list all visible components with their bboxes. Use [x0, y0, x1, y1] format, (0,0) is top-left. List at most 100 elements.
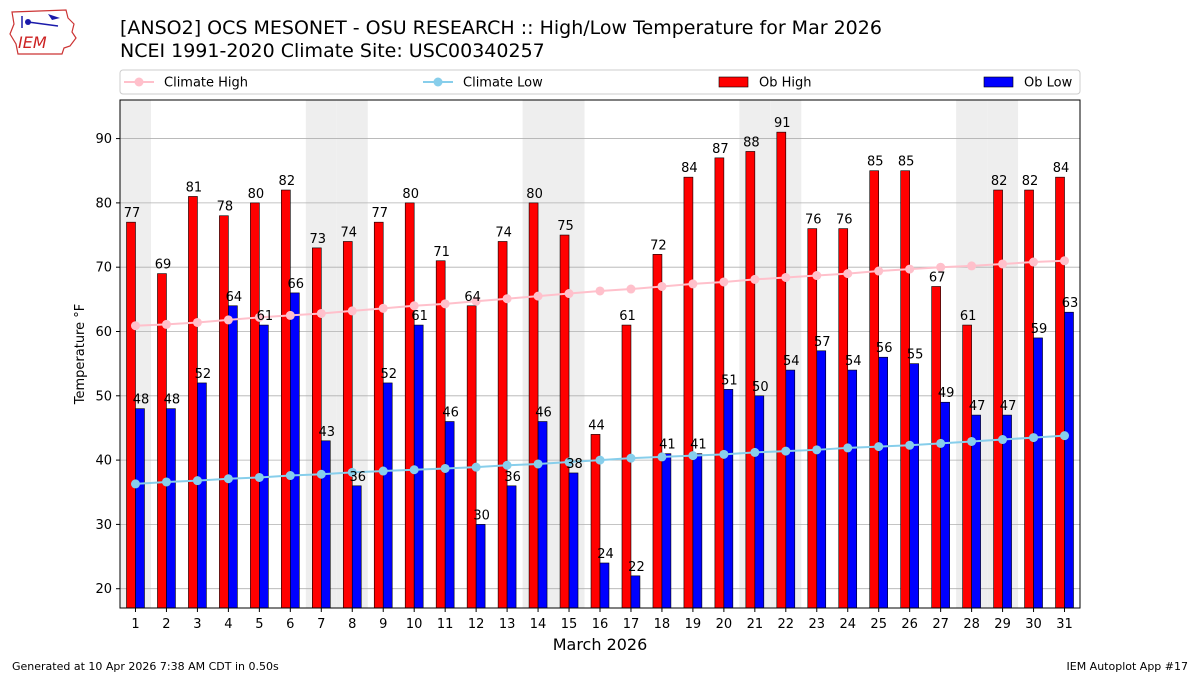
- bar-low-day-7: [320, 440, 331, 609]
- x-tick-label-22: 22: [778, 617, 795, 632]
- x-tick-label-25: 25: [870, 617, 887, 632]
- bar-low-day-21: [754, 395, 765, 609]
- climate-high-line: [135, 259, 1065, 327]
- climate-low-point-day-9: [378, 466, 388, 476]
- bar-high-day-10: [404, 202, 415, 609]
- bar-high-day-9: [373, 221, 384, 609]
- bar-low-day-29: [1002, 414, 1012, 609]
- climate-low-point-day-6: [285, 471, 295, 481]
- weekend-shade-day-29: [987, 100, 1019, 608]
- weekend-shade-day-22: [770, 100, 802, 608]
- y-tick-label-80: 80: [95, 196, 112, 211]
- y-axis: 20 30 40 50 60 70 80 90: [95, 132, 120, 597]
- bar-low-day-13: [506, 485, 517, 609]
- bar-label-high-day-6: 82: [279, 174, 296, 189]
- bar-label-low-day-29: 47: [1000, 399, 1017, 414]
- x-tick-label-19: 19: [685, 617, 702, 632]
- x-tick-label-17: 17: [623, 617, 640, 632]
- climate-high-point-day-13: [502, 294, 512, 304]
- bar-label-high-day-19: 84: [681, 161, 698, 176]
- climate-high-point-day-26: [905, 264, 915, 274]
- legend-label-climate-low: Climate Low: [463, 76, 543, 91]
- bar-label-high-day-11: 71: [433, 245, 450, 260]
- climate-high-point-day-25: [874, 266, 884, 276]
- bar-high-day-31: [1055, 176, 1065, 609]
- bar-label-low-day-11: 46: [442, 406, 459, 421]
- weekend-shade-day-28: [956, 100, 988, 608]
- weekend-shading: [120, 100, 1019, 608]
- bar-label-high-day-14: 80: [526, 187, 543, 202]
- climate-low-point-day-17: [626, 453, 636, 463]
- bar-label-high-day-22: 91: [774, 116, 791, 131]
- x-tick-label-29: 29: [994, 617, 1011, 632]
- bar-label-low-day-25: 56: [876, 341, 893, 356]
- bar-label-high-day-27: 67: [929, 270, 946, 285]
- y-tick-label-90: 90: [95, 132, 112, 147]
- x-tick-label-11: 11: [437, 617, 454, 632]
- x-tick-label-2: 2: [162, 617, 170, 632]
- climate-high-point-day-29: [998, 259, 1008, 269]
- bar-label-high-day-2: 69: [155, 258, 172, 273]
- bar-high-day-18: [652, 254, 663, 609]
- climate-low-point-day-23: [812, 445, 822, 455]
- legend: Climate High Climate Low Ob High Ob Low: [119, 69, 1081, 95]
- bar-high-day-8: [342, 241, 353, 609]
- bar-label-high-day-16: 44: [588, 418, 605, 433]
- climate-low-point-day-28: [967, 436, 977, 446]
- legend-box: [119, 69, 1081, 95]
- x-tick-label-7: 7: [317, 617, 325, 632]
- bar-label-high-day-13: 74: [495, 225, 512, 240]
- x-tick-label-12: 12: [468, 617, 485, 632]
- bar-label-low-day-31: 63: [1062, 296, 1079, 311]
- climate-high-point-day-4: [223, 315, 233, 325]
- bar-label-high-day-4: 78: [217, 200, 234, 215]
- bar-low-day-2: [166, 408, 176, 609]
- bar-label-low-day-12: 30: [473, 508, 490, 523]
- bar-label-low-day-2: 48: [164, 393, 181, 408]
- climate-low-point-day-22: [781, 446, 791, 456]
- legend-label-climate-high: Climate High: [164, 76, 248, 91]
- bar-high-day-14: [528, 202, 539, 609]
- bar-high-day-12: [466, 305, 477, 609]
- bar-low-day-12: [475, 524, 486, 609]
- bar-label-low-day-22: 54: [783, 354, 800, 369]
- climate-high-point-day-28: [967, 261, 977, 271]
- bar-label-high-day-7: 73: [310, 232, 327, 247]
- bar-high-day-29: [993, 189, 1003, 609]
- x-tick-label-18: 18: [654, 617, 671, 632]
- climate-high-point-day-23: [812, 271, 822, 281]
- x-tick-label-8: 8: [348, 617, 356, 632]
- bar-label-low-day-16: 24: [597, 547, 614, 562]
- climate-low-point-day-5: [254, 472, 264, 482]
- bar-label-low-day-4: 64: [226, 290, 243, 305]
- climate-low-point-day-2: [161, 477, 171, 487]
- bar-low-day-1: [135, 408, 145, 609]
- weekend-shade-day-15: [553, 100, 585, 608]
- climate-low-point-day-16: [595, 455, 605, 465]
- bar-low-day-31: [1064, 311, 1074, 609]
- bar-label-high-day-8: 74: [340, 225, 357, 240]
- climate-low-point-day-21: [750, 447, 760, 457]
- bar-label-low-day-13: 36: [504, 470, 521, 485]
- bar-label-low-day-27: 49: [938, 386, 955, 401]
- y-tick-label-30: 30: [95, 518, 112, 533]
- bar-label-high-day-9: 77: [371, 206, 388, 221]
- bar-low-day-15: [568, 472, 579, 609]
- climate-high-point-day-2: [161, 319, 171, 329]
- bar-high-day-6: [281, 189, 291, 609]
- bar-label-high-day-10: 80: [402, 187, 419, 202]
- bar-low-day-17: [630, 575, 641, 609]
- bar-label-low-day-14: 46: [535, 406, 552, 421]
- bar-high-day-26: [900, 170, 910, 609]
- bar-label-low-day-1: 48: [133, 393, 150, 408]
- climate-high-point-day-14: [533, 291, 543, 301]
- bar-high-day-30: [1024, 189, 1034, 609]
- bar-label-low-day-26: 55: [907, 348, 924, 363]
- bar-label-high-day-31: 84: [1053, 161, 1070, 176]
- bar-high-day-28: [962, 324, 972, 609]
- bar-low-day-28: [971, 414, 981, 609]
- bar-label-high-day-25: 85: [867, 155, 884, 170]
- bar-label-low-day-20: 51: [721, 373, 738, 388]
- climate-high-point-day-7: [316, 308, 326, 318]
- bar-high-day-23: [807, 228, 818, 609]
